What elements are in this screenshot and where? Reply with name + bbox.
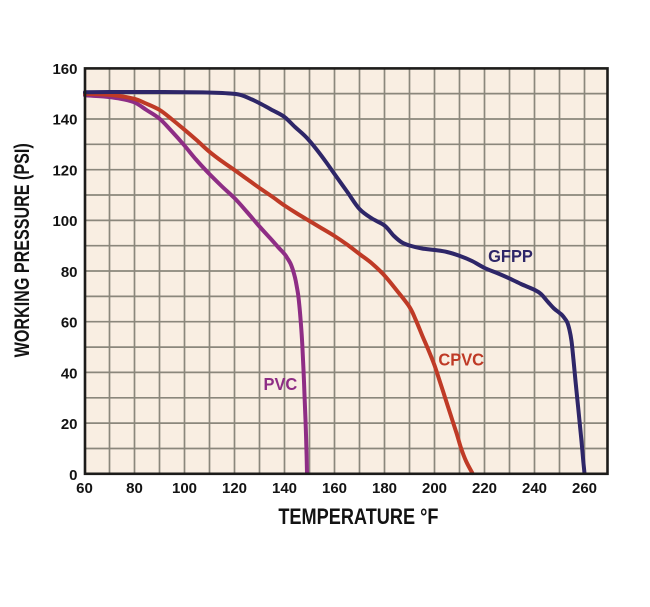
svg-text:160: 160	[322, 480, 347, 497]
svg-text:PVC: PVC	[264, 375, 298, 395]
svg-text:200: 200	[422, 480, 447, 497]
svg-text:80: 80	[61, 264, 78, 281]
svg-text:140: 140	[272, 480, 297, 497]
svg-text:CPVC: CPVC	[438, 350, 484, 370]
svg-text:160: 160	[52, 61, 77, 78]
svg-text:0: 0	[69, 467, 77, 484]
svg-text:20: 20	[61, 416, 78, 433]
svg-text:TEMPERATURE °F: TEMPERATURE °F	[278, 505, 438, 529]
svg-text:140: 140	[52, 112, 77, 129]
svg-text:60: 60	[76, 480, 93, 497]
svg-text:240: 240	[522, 480, 547, 497]
svg-text:120: 120	[52, 162, 77, 179]
svg-text:60: 60	[61, 315, 78, 332]
svg-text:120: 120	[222, 480, 247, 497]
svg-text:260: 260	[572, 480, 597, 497]
svg-text:100: 100	[52, 213, 77, 230]
svg-text:180: 180	[372, 480, 397, 497]
svg-text:WORKING PRESSURE (PSI): WORKING PRESSURE (PSI)	[10, 143, 34, 357]
svg-text:GFPP: GFPP	[488, 246, 533, 266]
svg-text:220: 220	[472, 480, 497, 497]
svg-text:40: 40	[61, 365, 78, 382]
svg-text:100: 100	[172, 480, 197, 497]
svg-text:80: 80	[126, 480, 143, 497]
